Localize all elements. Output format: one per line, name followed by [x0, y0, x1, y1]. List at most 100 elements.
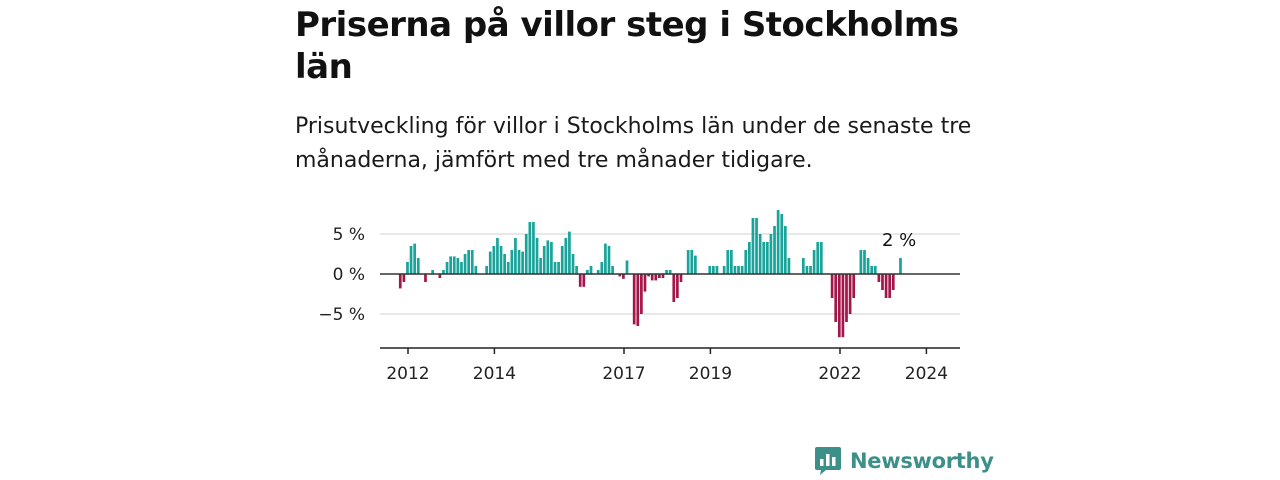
bar [686, 250, 690, 274]
bar [708, 266, 712, 274]
bar [891, 274, 895, 290]
bar [881, 274, 884, 290]
bar [712, 266, 715, 274]
bar [841, 274, 845, 338]
bar [650, 274, 654, 281]
bar [528, 222, 532, 274]
bar [755, 218, 758, 274]
bar [506, 262, 510, 274]
bar [899, 258, 902, 274]
y-tick-label: −5 % [318, 305, 365, 325]
bar [679, 274, 683, 282]
bar [424, 274, 427, 282]
newsworthy-logo: Newsworthy [814, 446, 994, 476]
bar [460, 262, 463, 274]
bar [658, 274, 661, 278]
bar [568, 231, 571, 274]
bar [744, 250, 748, 274]
bar [564, 238, 568, 274]
bar [503, 254, 506, 274]
bar [521, 251, 524, 274]
bar [643, 274, 647, 292]
bar [413, 243, 417, 274]
bar [611, 266, 614, 274]
bar [845, 274, 848, 322]
bar [416, 258, 420, 274]
bar [769, 234, 773, 274]
bar [542, 246, 546, 274]
bar [553, 262, 557, 274]
bar [618, 274, 622, 277]
bar [452, 256, 456, 274]
bar [499, 246, 503, 274]
bar [805, 266, 809, 274]
bar [751, 218, 755, 274]
newsworthy-logo-icon [815, 447, 841, 475]
x-tick-label: 2012 [386, 364, 429, 384]
bar [676, 274, 679, 298]
bar [636, 274, 640, 326]
bar [733, 266, 737, 274]
bar [575, 266, 578, 274]
bar [578, 274, 582, 287]
bar [819, 242, 823, 274]
bar [546, 240, 550, 274]
bar [449, 256, 453, 274]
x-tick-label: 2017 [602, 364, 645, 384]
bar [560, 246, 564, 274]
bar [550, 242, 553, 274]
bar [431, 270, 435, 274]
bar [668, 270, 672, 274]
chart-title: Priserna på villor steg i Stockholms län [295, 5, 959, 87]
bar [852, 274, 856, 298]
bar [848, 274, 852, 314]
bar [762, 242, 766, 274]
bar [485, 266, 488, 274]
bar [816, 242, 820, 274]
bar [596, 270, 600, 274]
y-tick-label: 5 % [333, 225, 365, 245]
chart-subtitle: Prisutveckling för villor i Stockholms l… [295, 114, 972, 173]
bar [888, 274, 892, 298]
bar [524, 234, 528, 274]
bar [812, 250, 816, 274]
bar [783, 226, 787, 274]
bar [514, 238, 517, 274]
bar [398, 274, 402, 289]
bar [765, 242, 769, 274]
bar [456, 258, 460, 274]
bar [747, 242, 751, 274]
bar [863, 250, 866, 274]
bar [589, 266, 593, 274]
bar [672, 274, 676, 302]
bar [474, 266, 478, 274]
bar [488, 251, 492, 274]
bar [445, 262, 449, 274]
bar [442, 270, 445, 274]
bar [665, 270, 668, 274]
bar [873, 266, 877, 274]
bar [834, 274, 838, 322]
bar [557, 262, 560, 274]
bar [492, 246, 496, 274]
bar [877, 274, 881, 282]
bar [622, 274, 625, 279]
bar [409, 246, 413, 274]
bar [780, 214, 784, 274]
bar [654, 274, 658, 281]
bar [438, 274, 442, 278]
bar [470, 250, 474, 274]
x-tick-label: 2022 [818, 364, 861, 384]
bar [830, 274, 834, 298]
bar [859, 250, 863, 274]
bar [694, 255, 697, 274]
bar [582, 274, 586, 287]
bar [600, 262, 604, 274]
bar [884, 274, 888, 298]
bar [870, 266, 874, 274]
bar [722, 266, 726, 274]
bar [726, 250, 730, 274]
x-tick-label: 2014 [473, 364, 516, 384]
bar [801, 258, 805, 274]
bar [496, 238, 499, 274]
